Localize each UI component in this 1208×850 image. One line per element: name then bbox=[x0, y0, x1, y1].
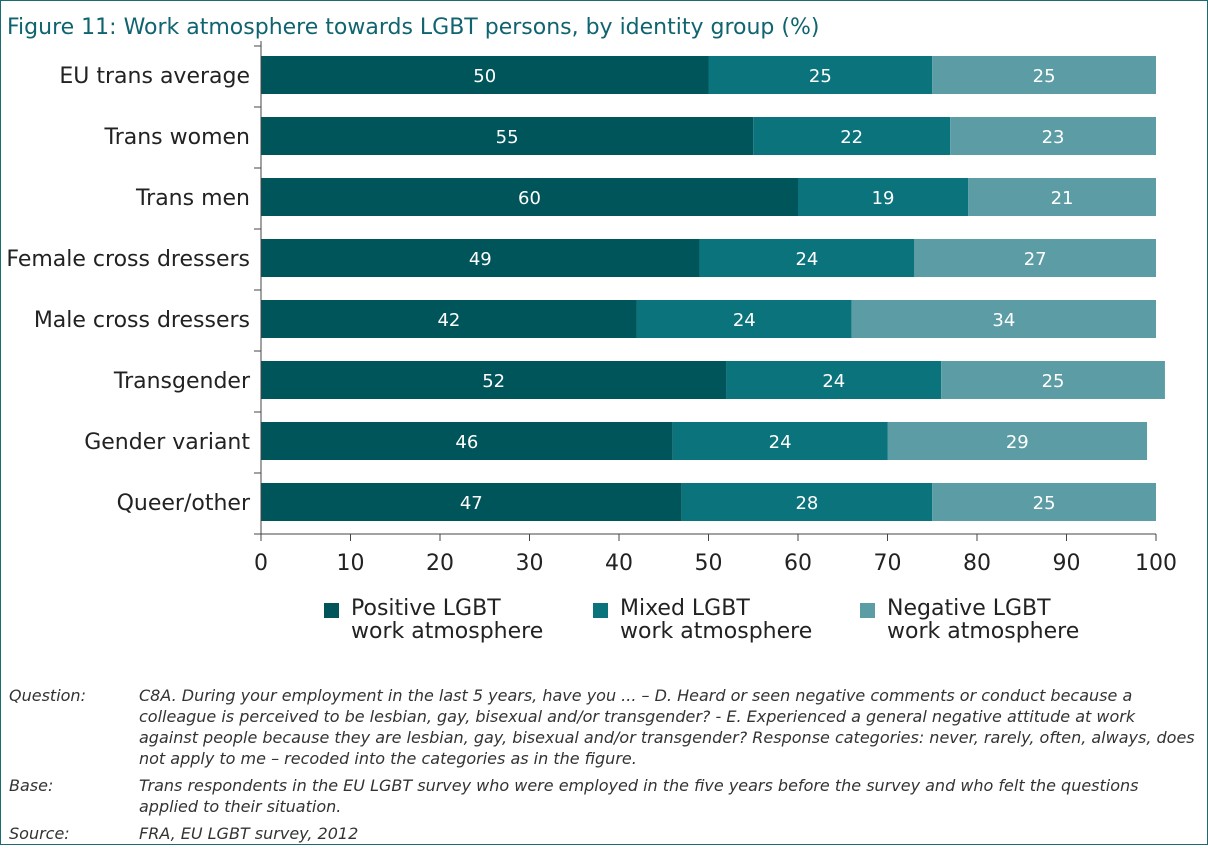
legend-label: Negative LGBT work atmosphere bbox=[887, 596, 1080, 644]
bar-segment bbox=[708, 56, 933, 94]
bar-segment bbox=[261, 361, 727, 399]
note-key: Question: bbox=[9, 686, 86, 705]
bar-segment bbox=[968, 178, 1156, 216]
figure-title: Figure 11: Work atmosphere towards LGBT … bbox=[7, 15, 820, 40]
note-key: Base: bbox=[9, 776, 54, 795]
bar-segment bbox=[261, 300, 637, 338]
legend-swatch bbox=[324, 603, 339, 618]
x-tick-label: 80 bbox=[963, 551, 991, 576]
bar-segment bbox=[950, 117, 1156, 155]
category-label: Male cross dressers bbox=[34, 308, 250, 333]
legend-label: Positive LGBT work atmosphere bbox=[351, 596, 544, 644]
bar-value-label: 50 bbox=[473, 66, 496, 87]
bar-segment bbox=[636, 300, 852, 338]
stacked-bar-chart: EU trans average 50 25 25 Trans women 55 22 23 T… bbox=[6, 41, 1177, 576]
x-tick-label: 90 bbox=[1053, 551, 1081, 576]
note-row: Source: FRA, EU LGBT survey, 2012 bbox=[9, 823, 1199, 844]
x-tick-label: 50 bbox=[695, 551, 723, 576]
bar-value-label: 24 bbox=[795, 249, 818, 270]
x-tick-label: 10 bbox=[337, 551, 365, 576]
category-label: Gender variant bbox=[84, 430, 250, 455]
legend-swatch bbox=[593, 603, 608, 618]
figure-notes: Question: C8A. During your employment in … bbox=[9, 685, 1199, 850]
bar-segment bbox=[261, 178, 798, 216]
note-key: Source: bbox=[9, 824, 70, 843]
category-label: Trans men bbox=[135, 186, 250, 211]
bar-value-label: 23 bbox=[1042, 127, 1065, 148]
bar-segment bbox=[699, 239, 915, 277]
bar-segment bbox=[261, 56, 709, 94]
bar-value-label: 25 bbox=[1033, 66, 1056, 87]
note-text: Trans respondents in the EU LGBT survey … bbox=[139, 776, 1139, 816]
bar-value-label: 25 bbox=[1033, 493, 1056, 514]
bar-value-label: 60 bbox=[518, 188, 541, 209]
bar-value-label: 19 bbox=[872, 188, 895, 209]
bar-value-label: 52 bbox=[482, 371, 505, 392]
bar-value-label: 24 bbox=[733, 310, 756, 331]
legend-swatch bbox=[860, 603, 875, 618]
bar-segment bbox=[261, 239, 700, 277]
note-row: Question: C8A. During your employment in … bbox=[9, 685, 1199, 769]
bar-segment bbox=[798, 178, 969, 216]
bar-value-label: 24 bbox=[822, 371, 845, 392]
x-tick-label: 30 bbox=[516, 551, 544, 576]
bar-segment bbox=[261, 483, 682, 521]
legend-item: Positive LGBT work atmosphere bbox=[324, 597, 543, 643]
bar-segment bbox=[914, 239, 1156, 277]
bar-value-label: 47 bbox=[460, 493, 483, 514]
category-label: Female cross dressers bbox=[6, 247, 250, 272]
x-tick-label: 0 bbox=[254, 551, 268, 576]
bar-segment bbox=[753, 117, 951, 155]
x-tick-label: 40 bbox=[605, 551, 633, 576]
bar-value-label: 42 bbox=[437, 310, 460, 331]
bar-segment bbox=[941, 361, 1165, 399]
bar-segment bbox=[261, 422, 673, 460]
note-text: FRA, EU LGBT survey, 2012 bbox=[139, 824, 359, 843]
bar-segment bbox=[932, 56, 1156, 94]
bar-value-label: 29 bbox=[1006, 432, 1029, 453]
legend-item: Mixed LGBT work atmosphere bbox=[593, 597, 812, 643]
note-text: C8A. During your employment in the last … bbox=[139, 686, 1195, 768]
x-tick-label: 100 bbox=[1135, 551, 1177, 576]
category-label: EU trans average bbox=[59, 64, 250, 89]
bar-segment bbox=[261, 117, 754, 155]
legend-item: Negative LGBT work atmosphere bbox=[860, 597, 1079, 643]
bar-value-label: 21 bbox=[1051, 188, 1074, 209]
bar-value-label: 46 bbox=[455, 432, 478, 453]
category-label: Queer/other bbox=[117, 491, 251, 516]
bar-value-label: 34 bbox=[992, 310, 1015, 331]
bar-value-label: 22 bbox=[840, 127, 863, 148]
bar-segment bbox=[851, 300, 1156, 338]
bar-segment bbox=[681, 483, 933, 521]
category-label: Transgender bbox=[113, 369, 251, 394]
bar-value-label: 27 bbox=[1024, 249, 1047, 270]
x-tick-label: 20 bbox=[426, 551, 454, 576]
x-tick-label: 70 bbox=[874, 551, 902, 576]
bar-segment bbox=[887, 422, 1148, 460]
bar-value-label: 28 bbox=[795, 493, 818, 514]
bar-segment bbox=[932, 483, 1156, 521]
x-tick-label: 60 bbox=[784, 551, 812, 576]
note-row: Base: Trans respondents in the EU LGBT su… bbox=[9, 775, 1199, 817]
bar-segment bbox=[726, 361, 942, 399]
category-label: Trans women bbox=[104, 125, 251, 150]
bar-value-label: 24 bbox=[769, 432, 792, 453]
bar-segment bbox=[672, 422, 888, 460]
bar-value-label: 55 bbox=[496, 127, 519, 148]
legend-label: Mixed LGBT work atmosphere bbox=[620, 596, 813, 644]
bar-value-label: 49 bbox=[469, 249, 492, 270]
bar-value-label: 25 bbox=[1042, 371, 1065, 392]
bar-value-label: 25 bbox=[809, 66, 832, 87]
